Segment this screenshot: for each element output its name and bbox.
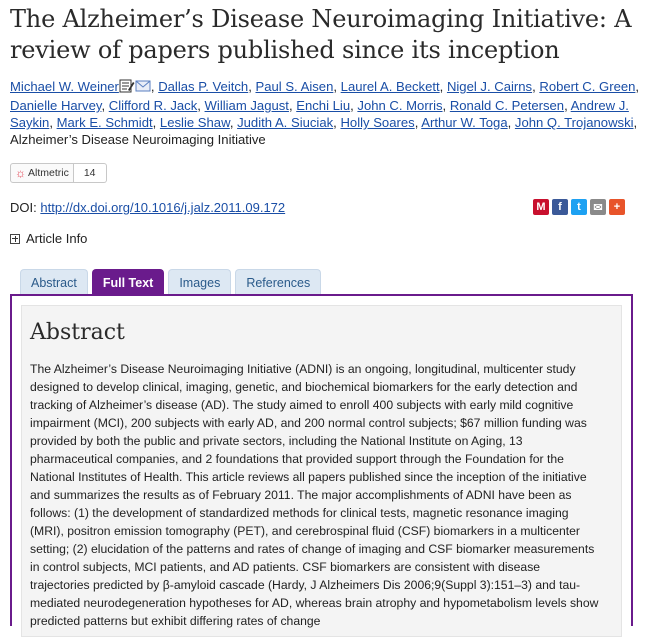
share-toolbar: M f t ✉ +: [533, 199, 625, 215]
altmetric-label-box[interactable]: ☼ Altmetric: [10, 163, 74, 183]
correspondence-icon[interactable]: [119, 79, 151, 93]
author-link[interactable]: Danielle Harvey: [10, 98, 102, 113]
author-link[interactable]: Dallas P. Veitch: [158, 79, 249, 94]
altmetric-score[interactable]: 14: [73, 163, 107, 183]
abstract-section: Abstract The Alzheimer’s Disease Neuroim…: [21, 305, 622, 637]
tab-references[interactable]: References: [235, 269, 322, 295]
more-icon[interactable]: +: [609, 199, 625, 215]
author-link[interactable]: Ronald C. Petersen: [449, 98, 565, 113]
group-author: Alzheimer’s Disease Neuroimaging Initiat…: [10, 132, 266, 147]
email-icon[interactable]: ✉: [590, 199, 606, 215]
author-link[interactable]: William Jagust: [204, 98, 289, 113]
author-link[interactable]: Mark E. Schmidt: [56, 115, 153, 130]
doi-link[interactable]: http://dx.doi.org/10.1016/j.jalz.2011.09…: [40, 200, 286, 215]
altmetric-logo-icon: ☼: [15, 166, 26, 180]
tab-images[interactable]: Images: [168, 269, 232, 295]
author-link[interactable]: John Q. Trojanowski: [514, 115, 634, 130]
doi-label: DOI:: [10, 200, 37, 215]
corresponding-author-icons[interactable]: [119, 79, 151, 97]
doi-line: DOI: http://dx.doi.org/10.1016/j.jalz.20…: [10, 200, 285, 215]
twitter-icon[interactable]: t: [571, 199, 587, 215]
article-info-label: Article Info: [26, 231, 88, 246]
author-list: Michael W. Weiner, Dallas P. Veitch, Pau…: [10, 79, 640, 147]
author-link[interactable]: Michael W. Weiner: [10, 79, 119, 94]
full-text-panel: Abstract The Alzheimer’s Disease Neuroim…: [10, 294, 633, 637]
author-link[interactable]: Clifford R. Jack: [108, 98, 198, 113]
tab-full-text[interactable]: Full Text: [91, 269, 165, 295]
author-link[interactable]: Judith A. Siuciak: [237, 115, 334, 130]
author-link[interactable]: Nigel J. Cairns: [446, 79, 533, 94]
article-info-toggle[interactable]: Article Info: [10, 231, 87, 246]
author-link[interactable]: Andrew J. Saykin: [10, 98, 629, 130]
author-link[interactable]: John C. Morris: [357, 98, 443, 113]
altmetric-badge[interactable]: ☼ Altmetric 14: [10, 163, 107, 183]
author-link[interactable]: Laurel A. Beckett: [340, 79, 440, 94]
author-link[interactable]: Paul S. Aisen: [255, 79, 334, 94]
abstract-heading: Abstract: [30, 320, 125, 345]
author-link[interactable]: Enchi Liu: [296, 98, 351, 113]
author-link[interactable]: Holly Soares: [340, 115, 415, 130]
article-title: The Alzheimer’s Disease Neuroimaging Ini…: [10, 5, 632, 64]
author-link[interactable]: Robert C. Green: [539, 79, 636, 94]
expand-plus-icon[interactable]: [10, 233, 20, 244]
tab-abstract[interactable]: Abstract: [20, 269, 88, 295]
abstract-text: The Alzheimer’s Disease Neuroimaging Ini…: [30, 362, 599, 628]
content-tabs: Abstract Full Text Images References: [20, 269, 322, 295]
altmetric-label: Altmetric: [28, 167, 69, 179]
mendeley-icon[interactable]: M: [533, 199, 549, 215]
author-link[interactable]: Leslie Shaw: [159, 115, 230, 130]
facebook-icon[interactable]: f: [552, 199, 568, 215]
author-link[interactable]: Arthur W. Toga: [421, 115, 508, 130]
